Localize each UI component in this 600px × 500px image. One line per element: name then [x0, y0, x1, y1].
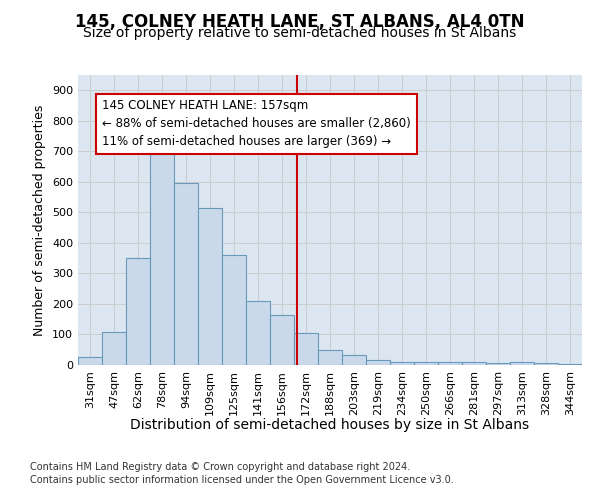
Text: Size of property relative to semi-detached houses in St Albans: Size of property relative to semi-detach… — [83, 26, 517, 40]
Bar — [414, 362, 438, 365]
Bar — [150, 144, 174, 365]
Bar — [438, 362, 462, 365]
Bar — [390, 362, 414, 365]
Bar — [78, 358, 102, 365]
Bar — [174, 184, 198, 365]
Text: Contains public sector information licensed under the Open Government Licence v3: Contains public sector information licen… — [30, 475, 454, 485]
Text: 145 COLNEY HEATH LANE: 157sqm
← 88% of semi-detached houses are smaller (2,860)
: 145 COLNEY HEATH LANE: 157sqm ← 88% of s… — [102, 100, 411, 148]
Bar — [126, 258, 150, 365]
Bar — [486, 364, 510, 365]
Text: Contains HM Land Registry data © Crown copyright and database right 2024.: Contains HM Land Registry data © Crown c… — [30, 462, 410, 472]
Bar — [198, 208, 222, 365]
Bar — [222, 255, 246, 365]
Bar — [366, 360, 390, 365]
Text: 145, COLNEY HEATH LANE, ST ALBANS, AL4 0TN: 145, COLNEY HEATH LANE, ST ALBANS, AL4 0… — [75, 12, 525, 30]
Bar — [510, 362, 534, 365]
Bar — [558, 364, 582, 365]
Y-axis label: Number of semi-detached properties: Number of semi-detached properties — [34, 104, 46, 336]
Bar — [102, 332, 126, 365]
Bar — [294, 333, 318, 365]
Bar — [342, 355, 366, 365]
Bar — [270, 314, 294, 365]
Bar — [246, 301, 270, 365]
Text: Distribution of semi-detached houses by size in St Albans: Distribution of semi-detached houses by … — [130, 418, 530, 432]
Bar — [318, 350, 342, 365]
Bar — [534, 364, 558, 365]
Bar — [462, 362, 486, 365]
